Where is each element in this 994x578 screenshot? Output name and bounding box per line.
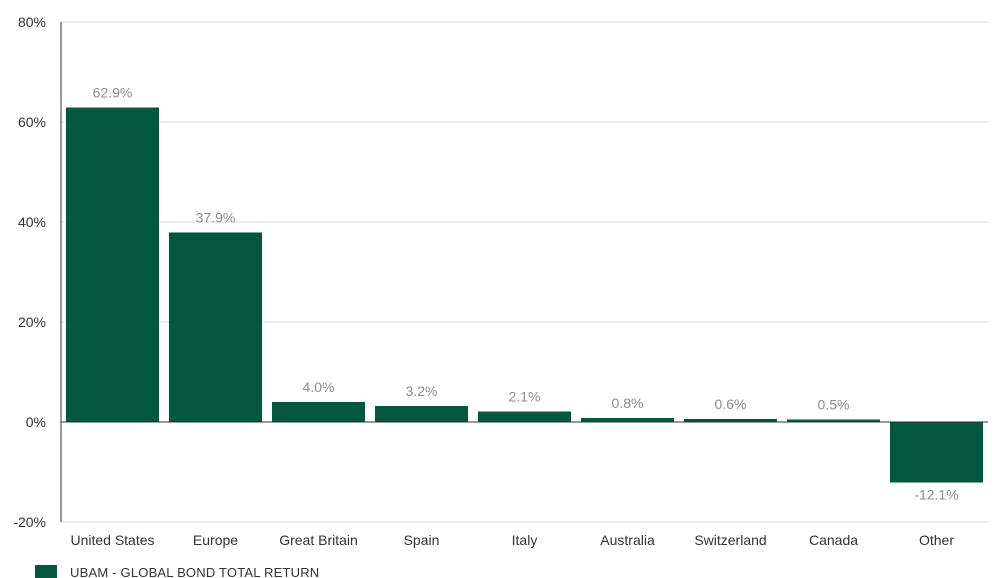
- data-label: 4.0%: [303, 379, 335, 395]
- x-tick-label: United States: [70, 532, 154, 548]
- category-labels: United States Europe Great Britain Spain Ita…: [70, 532, 954, 548]
- x-tick-label: Other: [919, 532, 954, 548]
- x-tick-label: Spain: [404, 532, 440, 548]
- data-label: -12.1%: [914, 487, 958, 503]
- y-tick-label: 60%: [18, 114, 46, 130]
- y-tick-label: 0%: [26, 414, 46, 430]
- x-tick-label: Canada: [809, 532, 858, 548]
- bar-canada: [787, 419, 880, 422]
- legend-label: UBAM - GLOBAL BOND TOTAL RETURN: [70, 565, 319, 578]
- bar-united-states: [66, 107, 159, 422]
- bar-europe: [169, 232, 262, 422]
- y-tick-label: -20%: [13, 514, 46, 530]
- bar-spain: [375, 406, 468, 422]
- x-tick-label: Switzerland: [694, 532, 766, 548]
- legend: UBAM - GLOBAL BOND TOTAL RETURN: [35, 565, 319, 578]
- bars: [66, 107, 983, 483]
- data-label: 0.8%: [612, 395, 644, 411]
- data-labels: 62.9% 37.9% 4.0% 3.2% 2.1% 0.8% 0.6% 0.5% -12.1%: [93, 85, 959, 503]
- bar-italy: [478, 411, 571, 422]
- y-axis-ticks: 80% 60% 40% 20% 0% -20%: [13, 14, 46, 530]
- y-tick-label: 80%: [18, 14, 46, 30]
- y-tick-label: 40%: [18, 214, 46, 230]
- bar-great-britain: [272, 402, 365, 422]
- data-label: 37.9%: [196, 210, 236, 226]
- x-tick-label: Great Britain: [279, 532, 358, 548]
- bar-switzerland: [684, 419, 777, 422]
- data-label: 2.1%: [509, 389, 541, 405]
- x-tick-label: Australia: [600, 532, 655, 548]
- data-label: 62.9%: [93, 85, 133, 101]
- x-tick-label: Italy: [512, 532, 538, 548]
- data-label: 0.5%: [818, 397, 850, 413]
- x-tick-label: Europe: [193, 532, 238, 548]
- data-label: 3.2%: [406, 383, 438, 399]
- legend-swatch: [35, 565, 57, 578]
- bar-australia: [581, 418, 674, 422]
- bar-other: [890, 422, 983, 483]
- y-tick-label: 20%: [18, 314, 46, 330]
- data-label: 0.6%: [715, 396, 747, 412]
